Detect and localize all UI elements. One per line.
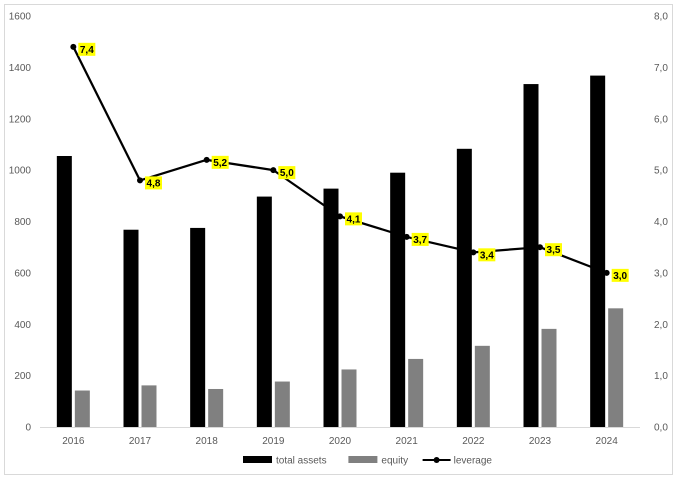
leverage-point	[403, 233, 410, 240]
data-label: 5,0	[280, 168, 294, 179]
y-right-tick-label: 6,0	[654, 114, 668, 125]
total-assets-bar	[256, 196, 272, 427]
y-right-tick-label: 0,0	[654, 423, 668, 434]
data-label: 4,1	[347, 214, 361, 225]
legend-marker-leverage	[433, 457, 440, 463]
x-tick-label: 2022	[462, 436, 485, 447]
equity-bar	[474, 345, 490, 427]
total-assets-bar	[456, 148, 472, 427]
total-assets-bar	[323, 188, 339, 427]
y-left-tick-label: 1000	[9, 166, 32, 177]
data-label: 4,8	[147, 178, 161, 189]
equity-bar	[341, 369, 357, 427]
total-assets-bar	[590, 75, 606, 427]
leverage-point	[137, 177, 143, 184]
y-left-tick-label: 200	[14, 371, 31, 382]
legend-swatch-equity	[348, 456, 378, 463]
equity-bar	[608, 308, 624, 427]
x-tick-label: 2018	[196, 436, 219, 447]
equity-bar	[274, 381, 290, 427]
data-label-background	[478, 248, 496, 262]
x-tick-label: 2017	[129, 436, 152, 447]
total-assets-bar	[190, 227, 206, 427]
data-label-background	[145, 176, 162, 190]
leverage-point	[537, 244, 543, 251]
x-tick-label: 2019	[262, 436, 285, 447]
total-assets-bar	[390, 172, 406, 427]
y-right-tick-label: 7,0	[654, 63, 668, 74]
data-label-background	[545, 243, 562, 257]
data-label: 3,0	[613, 271, 627, 282]
data-label: 7,4	[80, 45, 94, 56]
legend-label-total-assets: total assets	[276, 456, 327, 467]
data-label-background	[78, 42, 96, 56]
equity-bar	[541, 328, 557, 427]
y-left-tick-label: 600	[14, 268, 31, 279]
data-label-background	[611, 268, 629, 282]
y-left-tick-label: 1400	[9, 63, 32, 74]
y-left-tick-label: 1600	[9, 12, 32, 23]
equity-bar	[408, 358, 424, 427]
y-right-tick-label: 2,0	[654, 320, 668, 331]
equity-bar	[74, 390, 90, 427]
x-tick-label: 2020	[329, 436, 352, 447]
data-label: 3,4	[480, 250, 494, 261]
y-left-tick-label: 1200	[9, 114, 32, 125]
data-label: 3,7	[413, 235, 427, 246]
leverage-point	[70, 43, 77, 50]
y-right-tick-label: 8,0	[654, 12, 668, 23]
y-right-tick-label: 4,0	[654, 217, 668, 228]
y-left-tick-label: 400	[14, 320, 31, 331]
data-label-background	[278, 166, 296, 180]
data-label-background	[411, 232, 429, 246]
y-right-tick-label: 1,0	[654, 371, 668, 382]
data-label: 3,5	[547, 245, 561, 256]
legend-swatch-total-assets	[243, 456, 272, 463]
legend-label-equity: equity	[381, 456, 408, 467]
x-tick-label: 2023	[529, 436, 552, 447]
y-left-tick-label: 800	[14, 217, 31, 228]
x-tick-label: 2024	[596, 436, 619, 447]
y-right-tick-label: 5,0	[654, 166, 668, 177]
leverage-point	[337, 213, 343, 220]
total-assets-bar	[123, 229, 139, 427]
data-label: 5,2	[213, 158, 227, 169]
legend-label-leverage: leverage	[454, 456, 493, 467]
leverage-point	[270, 167, 277, 174]
leverage-point	[470, 249, 477, 256]
total-assets-bar	[56, 155, 72, 427]
y-left-tick-label: 0	[25, 423, 31, 434]
x-tick-label: 2021	[396, 436, 419, 447]
total-assets-bar	[523, 84, 539, 428]
equity-bar	[208, 388, 224, 427]
data-label-background	[345, 212, 362, 226]
leverage-point	[603, 269, 610, 276]
data-label-background	[211, 155, 229, 169]
leverage-point	[203, 156, 210, 163]
x-tick-label: 2016	[62, 436, 85, 447]
y-right-tick-label: 3,0	[654, 268, 668, 279]
equity-bar	[141, 385, 157, 427]
